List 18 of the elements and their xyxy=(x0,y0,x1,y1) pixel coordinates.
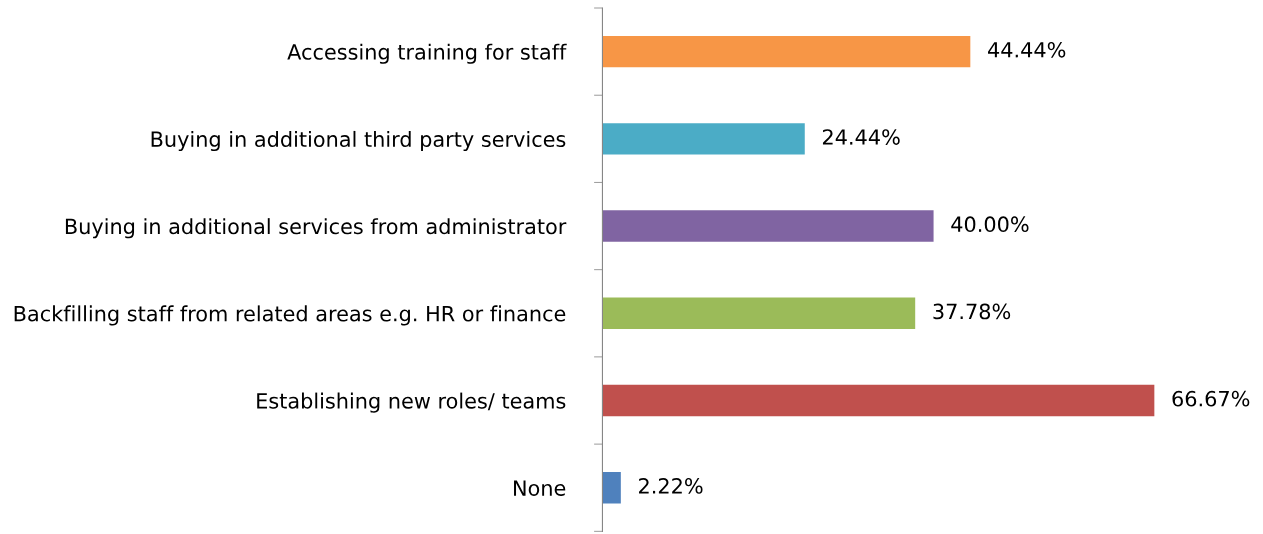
y-tick-label: Accessing training for staff xyxy=(287,43,567,64)
bar xyxy=(602,35,971,68)
data-label: 40.00% xyxy=(951,216,1029,233)
bar xyxy=(602,297,916,329)
y-tick-label: Establishing new roles/ teams xyxy=(257,392,566,413)
data-label: 66.67% xyxy=(1172,390,1250,407)
data-label: 44.44% xyxy=(988,41,1066,58)
y-tick-label: None xyxy=(514,480,566,496)
y-tick-label: Buying in additional third party services xyxy=(151,130,566,152)
data-label: 24.44% xyxy=(822,129,900,145)
y-tick-label: Backfilling staff from related areas e.g. HR or finance xyxy=(14,305,566,326)
data-label: 2.22% xyxy=(639,478,703,494)
bar xyxy=(602,210,934,242)
data-label: 37.78% xyxy=(933,303,1011,320)
y-tick-label: Buying in additional services from administrator xyxy=(65,218,567,239)
bar xyxy=(602,472,621,504)
bar xyxy=(602,384,1155,417)
bar xyxy=(602,123,805,155)
